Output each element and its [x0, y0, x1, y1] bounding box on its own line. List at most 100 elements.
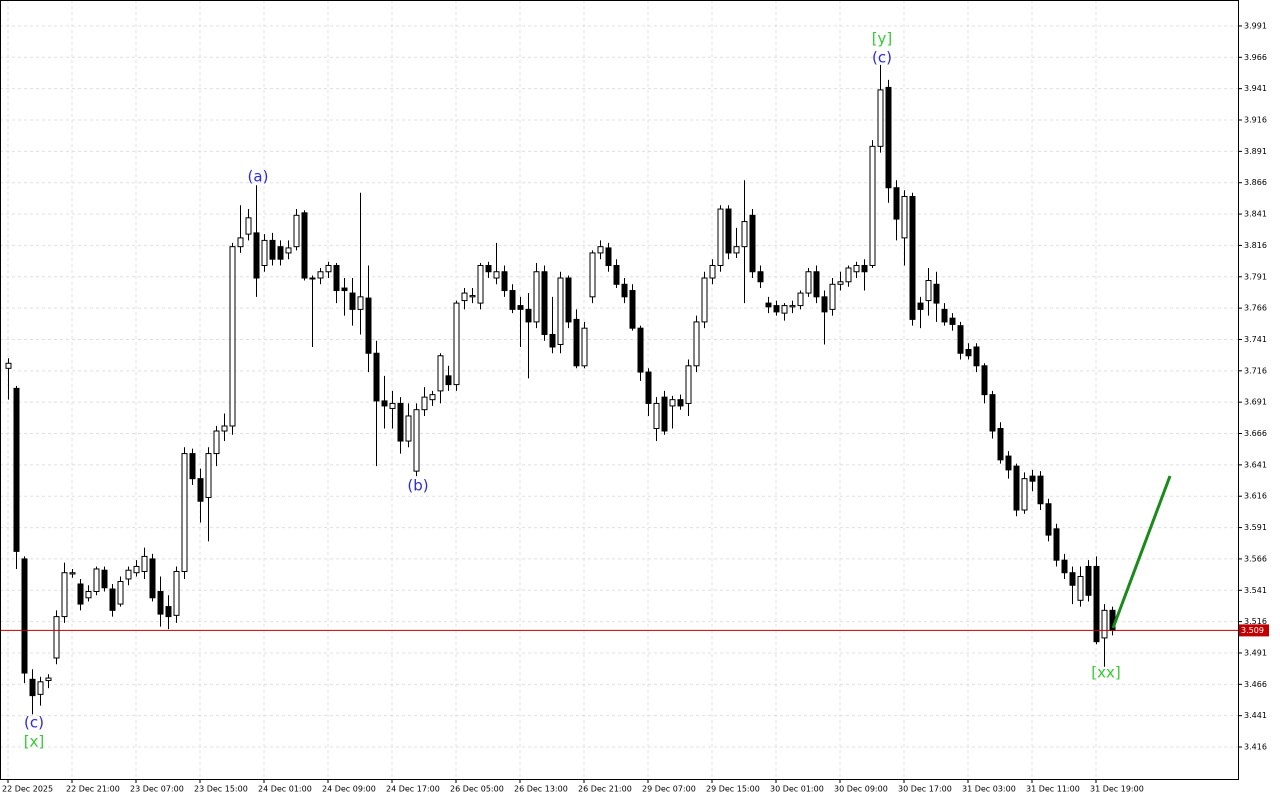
candle-body [645, 371, 652, 404]
candle-body [77, 583, 84, 605]
candle-body [381, 400, 388, 407]
x-tick-label: 30 Dec 09:00 [834, 785, 888, 794]
candle-body [429, 394, 436, 401]
candle-body [221, 425, 228, 432]
x-tick-label: 26 Dec 21:00 [578, 785, 632, 794]
candle-body [293, 214, 300, 248]
candle-body [357, 296, 364, 310]
x-tick-label: 29 Dec 15:00 [706, 785, 760, 794]
candle-body [277, 246, 284, 260]
candle-body [413, 409, 420, 472]
candle-body [845, 267, 852, 283]
y-tick-label: 3.816 [1244, 241, 1267, 250]
candle-body [637, 327, 644, 373]
y-tick-label: 3.691 [1244, 398, 1267, 407]
wave-label: (c) [24, 714, 44, 732]
candle-body [141, 555, 148, 572]
candle-body [685, 365, 692, 404]
candle-body [333, 264, 340, 292]
candle-body [621, 283, 628, 298]
candle-body [237, 237, 244, 248]
x-tick-label: 26 Dec 13:00 [514, 785, 568, 794]
candle-body [901, 196, 908, 239]
candle-body [1069, 572, 1076, 586]
candle-body [981, 365, 988, 396]
candle-body [1037, 475, 1044, 505]
y-tick-label: 3.516 [1244, 617, 1267, 626]
candle-body [733, 246, 740, 254]
x-tick-label: 23 Dec 07:00 [130, 785, 184, 794]
candle-body [285, 247, 292, 254]
candle-body [501, 271, 508, 292]
candle-body [805, 271, 812, 294]
candle-body [469, 295, 476, 298]
candle-body [957, 325, 964, 354]
candle-body [757, 271, 764, 283]
candle-body [5, 362, 12, 369]
candle-body [589, 252, 596, 298]
candle-body [1045, 503, 1052, 536]
candle-body [701, 277, 708, 323]
candle-body [653, 402, 660, 430]
y-tick-label: 3.666 [1244, 429, 1267, 438]
y-tick-label: 3.541 [1244, 586, 1267, 595]
candle-body [605, 247, 612, 266]
candle-body [909, 196, 916, 320]
candle-body [389, 402, 396, 409]
candle-body [365, 297, 372, 354]
candle-body [1061, 559, 1068, 574]
candle-body [301, 212, 308, 279]
candle-body [1021, 478, 1028, 511]
candle-body [317, 271, 324, 279]
candle-body [1029, 475, 1036, 482]
candle-body [861, 264, 868, 273]
candle-body [869, 145, 876, 266]
x-tick-label: 24 Dec 09:00 [322, 785, 376, 794]
candle-body [493, 271, 500, 279]
y-tick-label: 3.641 [1244, 460, 1267, 469]
candle-body [69, 572, 76, 575]
y-tick-label: 3.866 [1244, 178, 1267, 187]
candle-body [85, 591, 92, 599]
y-tick-label: 3.741 [1244, 335, 1267, 344]
y-tick-label: 3.716 [1244, 366, 1267, 375]
candle-body [149, 558, 156, 599]
candle-body [965, 348, 972, 357]
candle-body [533, 271, 540, 323]
candle-body [853, 264, 860, 273]
candle-body [749, 214, 756, 273]
candle-body [229, 246, 236, 427]
candle-body [157, 591, 164, 615]
candle-body [717, 208, 724, 266]
candle-body [213, 430, 220, 455]
candle-body [573, 318, 580, 367]
candle-body [101, 569, 108, 589]
wave-label: [xx] [1091, 664, 1120, 682]
axes: 3.416 3.441 3.466 3.491 3.516 3.541 3.566 3.591… [2, 21, 1269, 794]
candle-body [109, 588, 116, 611]
candle-body [397, 402, 404, 442]
candle-body [1093, 565, 1100, 643]
candle-body [1101, 609, 1108, 639]
y-tick-label: 3.591 [1244, 523, 1267, 532]
y-tick-label: 3.491 [1244, 648, 1267, 657]
candle-body [93, 568, 100, 593]
candle-body [789, 305, 796, 308]
candle-body [973, 346, 980, 367]
wave-label: (c) [872, 49, 892, 67]
candle-body [461, 292, 468, 302]
candle-body [925, 280, 932, 302]
candle-body [917, 302, 924, 310]
x-tick-label: 30 Dec 17:00 [898, 785, 952, 794]
y-tick-label: 3.441 [1244, 711, 1267, 720]
candle-body [421, 396, 428, 411]
candle-body [205, 453, 212, 498]
x-tick-label: 29 Dec 07:00 [642, 785, 696, 794]
candle-body [325, 264, 332, 273]
candle-body [517, 305, 524, 310]
candle-body [349, 292, 356, 310]
current-price-label: 3.509 [1241, 626, 1264, 635]
candle-body [813, 271, 820, 298]
candle-body [677, 399, 684, 407]
